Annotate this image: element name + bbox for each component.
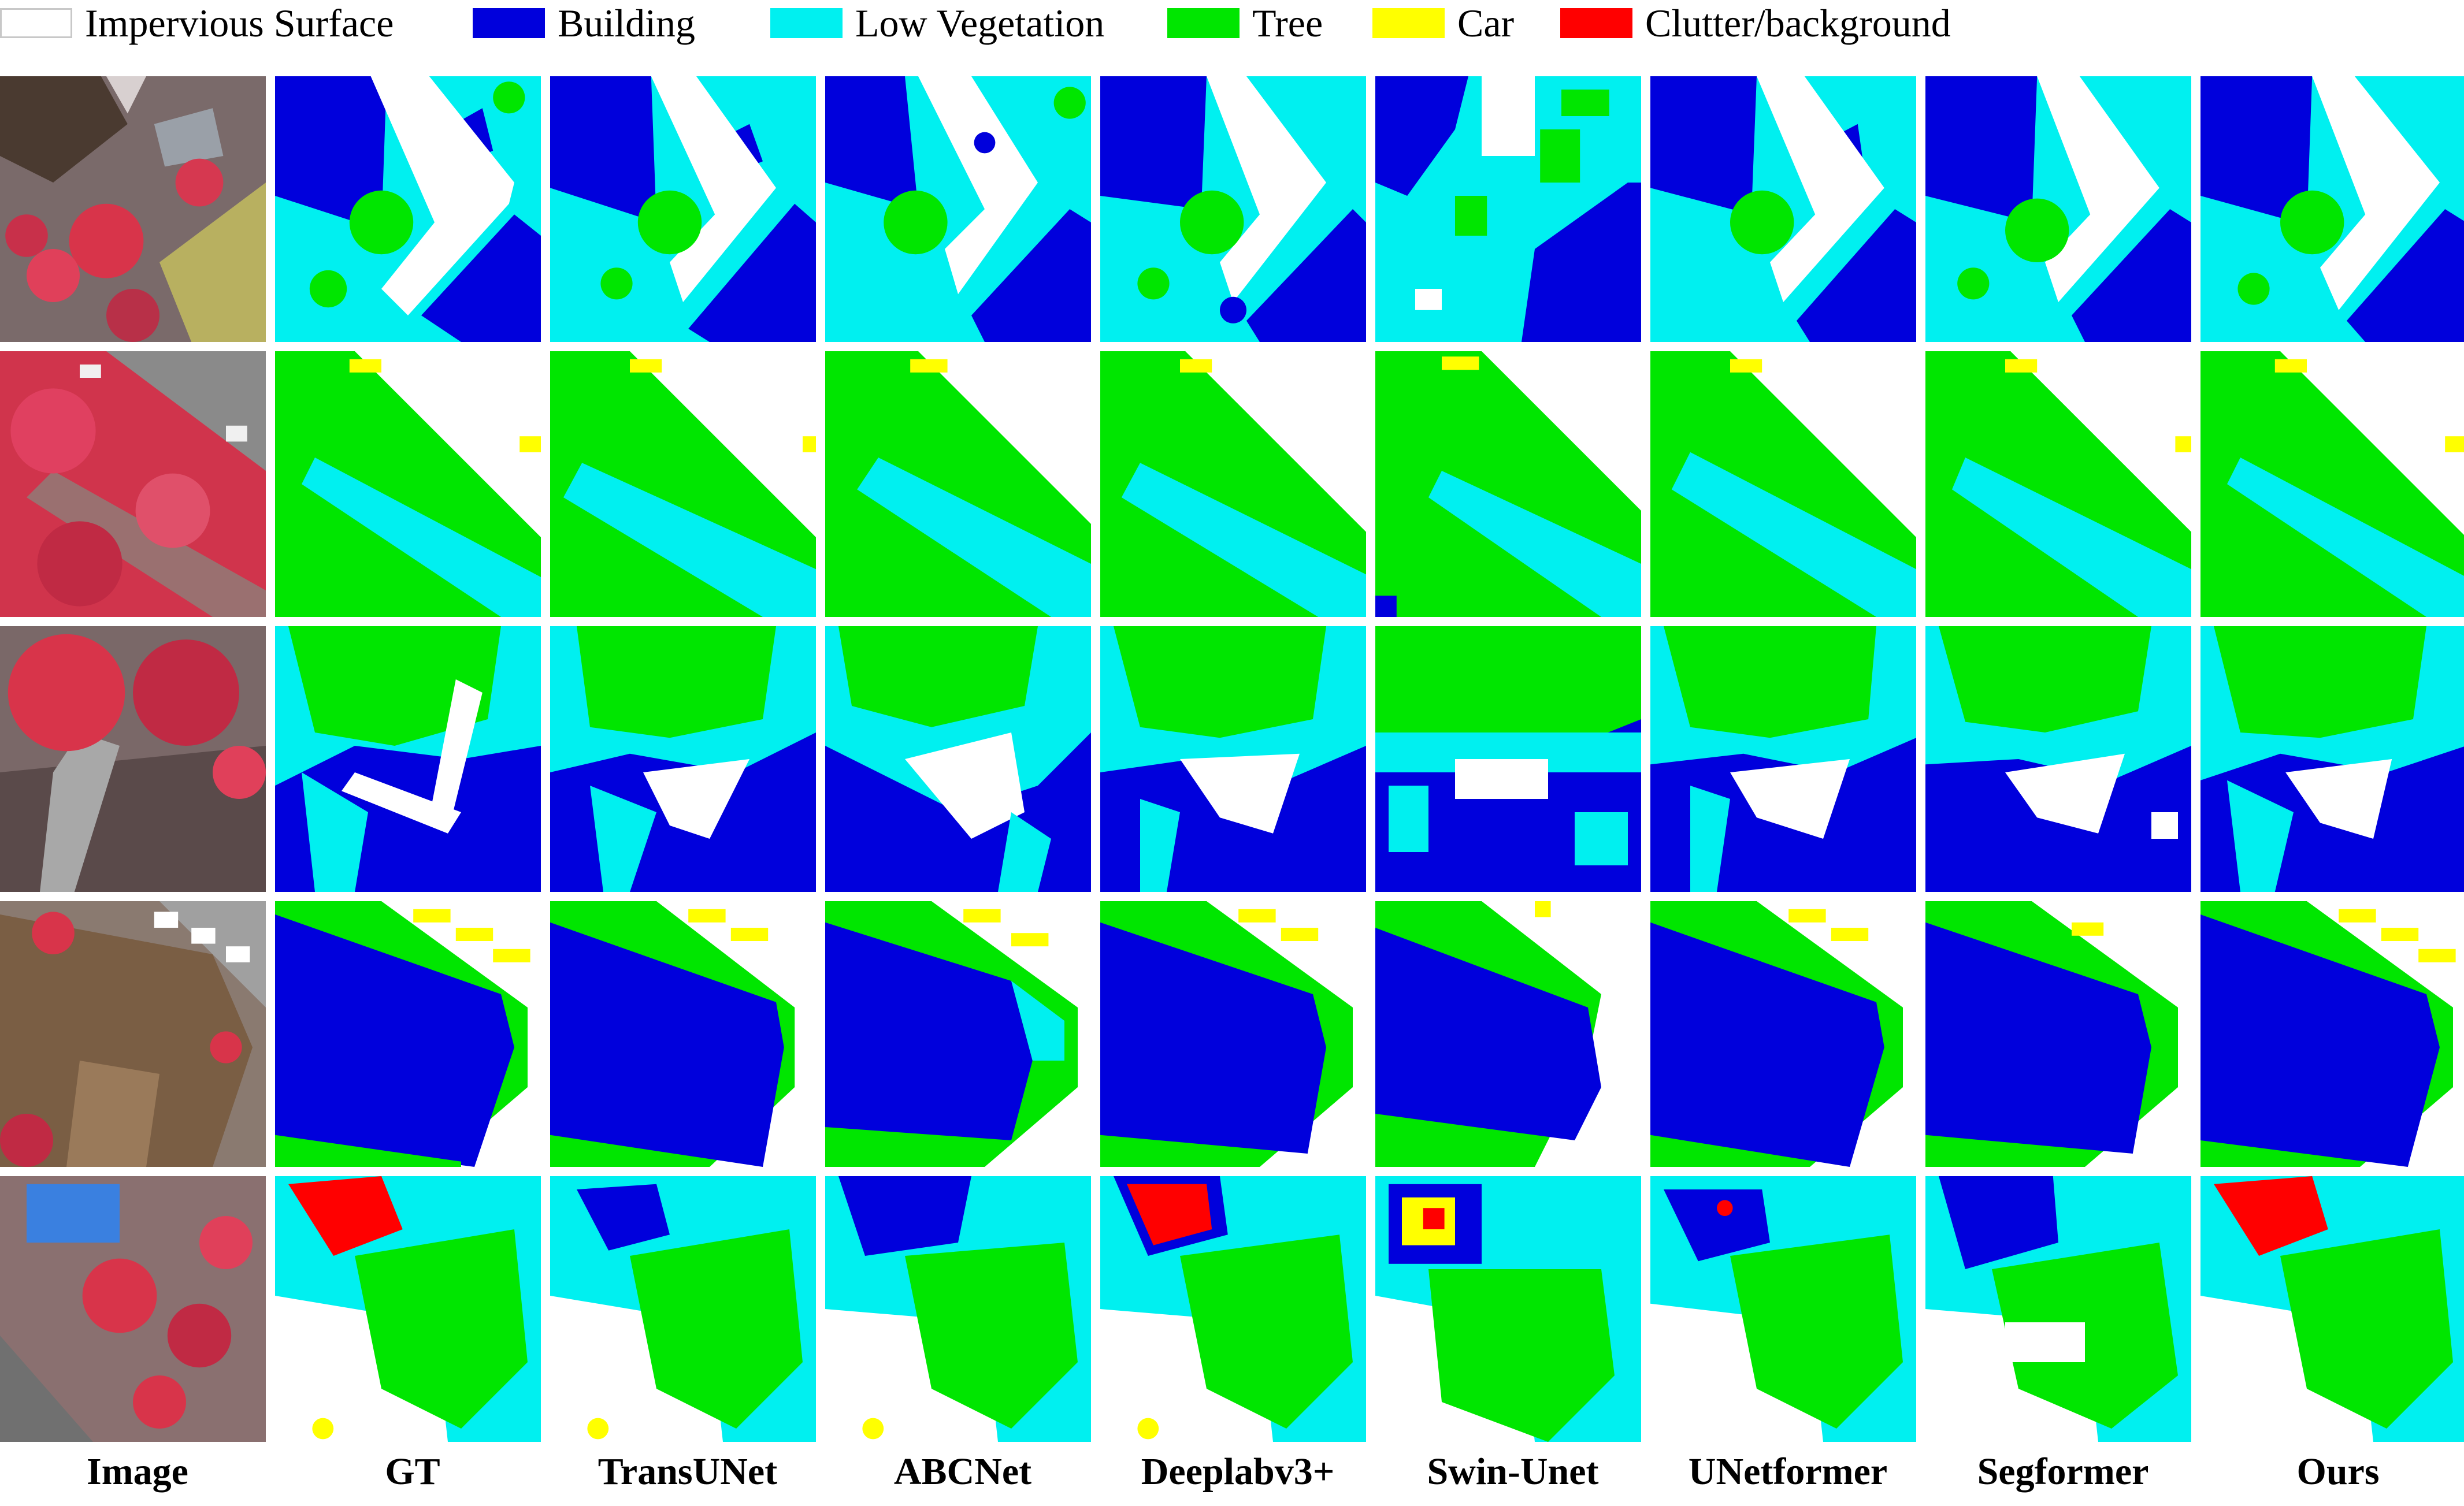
mask-transunet-r1 [550,76,816,342]
image-r1 [0,76,266,342]
column-label-ours: Ours [2296,1451,2380,1493]
column-label-image: Image [87,1451,188,1493]
mask-segformer-r4 [1925,901,2191,1167]
class-legend: Impervious Surface Building Low Vegetati… [0,0,2464,52]
legend-swatch-clutter [1560,8,1632,38]
mask-segformer-r3 [1925,626,2191,892]
column-label-transunet: TransUNet [598,1451,778,1493]
column-label-swinunet: Swin-Unet [1427,1451,1599,1493]
column-label-unetformer: UNetformer [1688,1451,1888,1493]
legend-swatch-building [473,8,545,38]
legend-label: Car [1457,1,1515,45]
legend-item-building: Building [473,0,695,46]
mask-segformer-r5 [1925,1176,2191,1442]
column-label-deeplabv3: Deeplabv3+ [1141,1451,1335,1493]
legend-label: Tree [1252,1,1323,45]
comparison-grid [0,76,2464,1442]
legend-item-car: Car [1372,0,1514,46]
legend-label: Low Vegetation [855,1,1105,45]
image-r5 [0,1176,266,1442]
mask-transunet-r4 [550,901,816,1167]
mask-segformer-r1 [1925,76,2191,342]
image-r4 [0,901,266,1167]
mask-gt-r3 [275,626,541,892]
mask-swinunet-r4 [1375,901,1641,1167]
mask-gt-r5 [275,1176,541,1442]
column-label-abcnet: ABCNet [893,1451,1032,1493]
legend-label: Building [558,1,696,45]
mask-unetformer-r3 [1650,626,1916,892]
mask-deeplabv3-r4 [1100,901,1366,1167]
mask-ours-r2 [2200,351,2464,617]
mask-unetformer-r5 [1650,1176,1916,1442]
mask-gt-r2 [275,351,541,617]
mask-gt-r1 [275,76,541,342]
mask-swinunet-r3 [1375,626,1641,892]
legend-item-low-vegetation: Low Vegetation [770,0,1104,46]
mask-transunet-r3 [550,626,816,892]
mask-abcnet-r4 [825,901,1091,1167]
mask-unetformer-r2 [1650,351,1916,617]
mask-ours-r1 [2200,76,2464,342]
mask-transunet-r5 [550,1176,816,1442]
column-label-segformer: Segformer [1977,1451,2149,1493]
mask-unetformer-r1 [1650,76,1916,342]
mask-segformer-r2 [1925,351,2191,617]
legend-swatch-impervious [0,8,72,38]
legend-item-clutter: Clutter/background [1560,0,1951,46]
legend-swatch-car [1372,8,1445,38]
mask-abcnet-r3 [825,626,1091,892]
legend-item-impervious: Impervious Surface [0,0,394,46]
mask-deeplabv3-r3 [1100,626,1366,892]
image-r3 [0,626,266,892]
mask-deeplabv3-r2 [1100,351,1366,617]
legend-label: Impervious Surface [85,1,394,45]
mask-gt-r4 [275,901,541,1167]
mask-transunet-r2 [550,351,816,617]
column-label-gt: GT [385,1451,440,1493]
mask-abcnet-r2 [825,351,1091,617]
legend-item-tree: Tree [1167,0,1323,46]
mask-abcnet-r1 [825,76,1091,342]
mask-ours-r4 [2200,901,2464,1167]
image-r2 [0,351,266,617]
legend-swatch-tree [1167,8,1240,38]
mask-ours-r5 [2200,1176,2464,1442]
legend-label: Clutter/background [1645,1,1951,45]
mask-unetformer-r4 [1650,901,1916,1167]
mask-swinunet-r1 [1375,76,1641,342]
mask-deeplabv3-r1 [1100,76,1366,342]
mask-ours-r3 [2200,626,2464,892]
mask-abcnet-r5 [825,1176,1091,1442]
mask-deeplabv3-r5 [1100,1176,1366,1442]
legend-swatch-low-vegetation [770,8,843,38]
mask-swinunet-r5 [1375,1176,1641,1442]
mask-swinunet-r2 [1375,351,1641,617]
